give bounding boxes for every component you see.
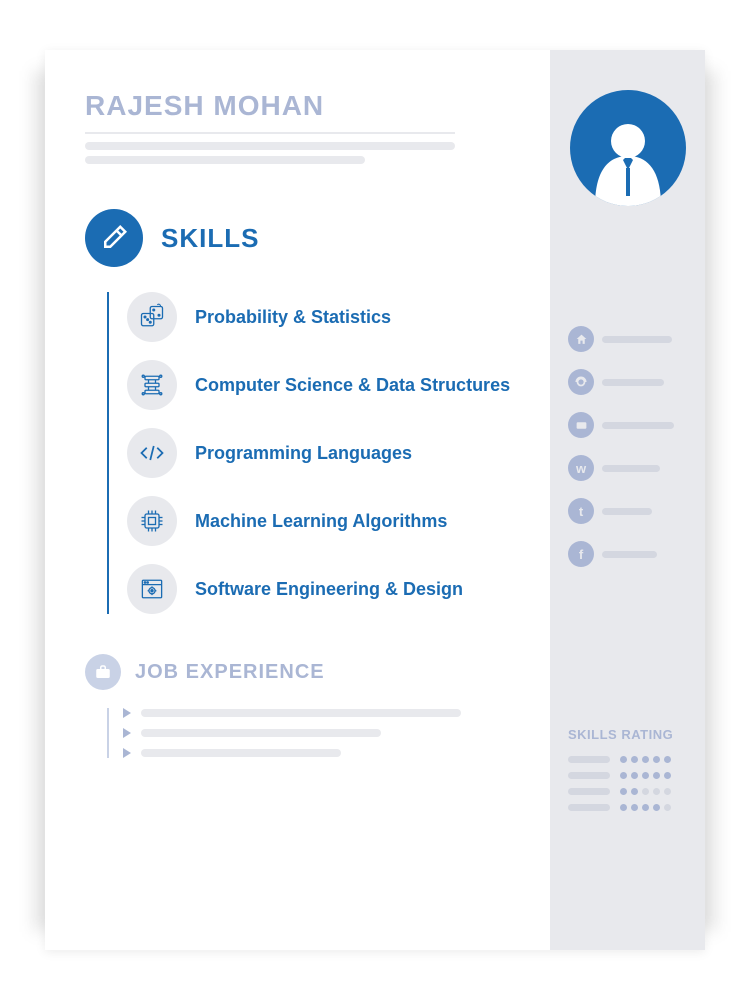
name-underline <box>85 132 455 134</box>
bullet-triangle-icon <box>123 708 131 718</box>
twitter-icon: t <box>568 498 594 524</box>
dice-icon <box>127 292 177 342</box>
main-column: RAJESH MOHAN SKILLS <box>45 50 550 950</box>
contact-list: w t f <box>568 326 687 567</box>
placeholder-line <box>602 336 672 343</box>
contact-item: w <box>568 455 687 481</box>
placeholder-line <box>602 422 674 429</box>
pencil-icon <box>85 209 143 267</box>
resume-page: RAJESH MOHAN SKILLS <box>45 50 705 950</box>
skill-item: Computer Science & Data Structures <box>127 360 520 410</box>
skills-list: Probability & Statistics <box>107 292 520 614</box>
skill-label: Machine Learning Algorithms <box>195 510 447 533</box>
mail-icon <box>568 412 594 438</box>
skills-section-header: SKILLS <box>85 209 520 267</box>
gear-window-icon <box>127 564 177 614</box>
skill-label: Probability & Statistics <box>195 306 391 329</box>
placeholder-line <box>602 551 657 558</box>
code-icon <box>127 428 177 478</box>
web-icon: w <box>568 455 594 481</box>
bullet-triangle-icon <box>123 748 131 758</box>
header-placeholder-lines <box>85 142 520 164</box>
rating-row <box>568 804 687 811</box>
placeholder-line <box>568 772 610 779</box>
home-icon <box>568 326 594 352</box>
skills-vertical-bar <box>107 292 109 614</box>
chip-icon <box>127 496 177 546</box>
rating-row <box>568 756 687 763</box>
placeholder-line <box>602 508 652 515</box>
bullet-triangle-icon <box>123 728 131 738</box>
skill-item: Machine Learning Algorithms <box>127 496 520 546</box>
contact-item <box>568 326 687 352</box>
placeholder-line <box>568 788 610 795</box>
sidebar-column: w t f SKILLS RATING <box>550 50 705 950</box>
placeholder-line <box>602 465 660 472</box>
placeholder-line <box>568 804 610 811</box>
placeholder-line <box>141 709 461 717</box>
person-name: RAJESH MOHAN <box>85 90 520 122</box>
skill-label: Programming Languages <box>195 442 412 465</box>
data-structure-icon <box>127 360 177 410</box>
skills-title: SKILLS <box>161 223 259 254</box>
skill-label: Software Engineering & Design <box>195 578 463 601</box>
skill-item: Software Engineering & Design <box>127 564 520 614</box>
job-exp-item <box>123 708 520 718</box>
rating-row <box>568 772 687 779</box>
placeholder-line <box>568 756 610 763</box>
phone-icon <box>568 369 594 395</box>
job-experience-section: JOB EXPERIENCE <box>85 654 520 758</box>
job-exp-item <box>123 748 520 758</box>
contact-item: f <box>568 541 687 567</box>
skills-rating-title: SKILLS RATING <box>568 727 687 742</box>
skills-rating-list <box>568 756 687 811</box>
contact-item <box>568 412 687 438</box>
placeholder-line <box>602 379 664 386</box>
placeholder-line <box>141 729 381 737</box>
contact-item <box>568 369 687 395</box>
briefcase-icon <box>85 654 121 690</box>
rating-row <box>568 788 687 795</box>
skill-item: Probability & Statistics <box>127 292 520 342</box>
avatar <box>570 90 686 206</box>
job-exp-item <box>123 728 520 738</box>
facebook-icon: f <box>568 541 594 567</box>
job-exp-vertical-bar <box>107 708 109 758</box>
placeholder-line <box>141 749 341 757</box>
contact-item: t <box>568 498 687 524</box>
skill-label: Computer Science & Data Structures <box>195 374 510 397</box>
job-experience-title: JOB EXPERIENCE <box>135 661 325 684</box>
skill-item: Programming Languages <box>127 428 520 478</box>
